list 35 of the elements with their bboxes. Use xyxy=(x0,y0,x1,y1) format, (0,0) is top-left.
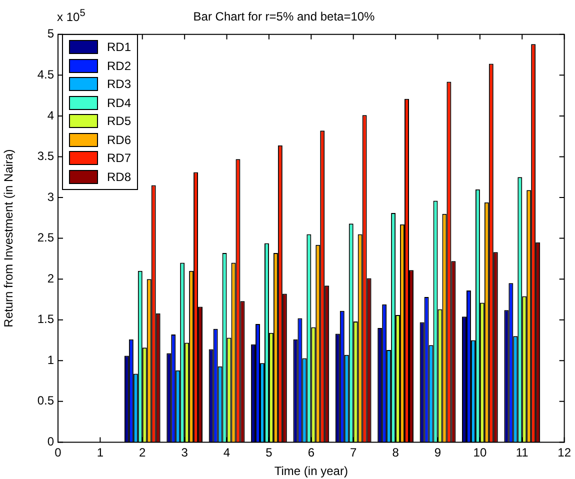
y-tick-label: 0 xyxy=(47,434,54,449)
y-tick-label: 1 xyxy=(47,352,54,367)
legend-label: RD5 xyxy=(107,114,132,128)
legend-label: RD6 xyxy=(107,132,132,147)
x-tick-label: 10 xyxy=(473,446,487,460)
y-tick-label: 3.5 xyxy=(37,149,54,164)
legend-label: RD1 xyxy=(107,40,132,54)
legend-label: RD2 xyxy=(107,58,132,73)
y-tick-label: 2 xyxy=(47,271,54,286)
y-tick-label: 1.5 xyxy=(37,312,54,326)
x-tick-label: 8 xyxy=(392,446,400,460)
x-tick-label: 6 xyxy=(308,446,315,460)
text: x 10$^{5}$ xyxy=(57,8,86,24)
y-tick-label: 4.5 xyxy=(37,67,54,82)
x-tick-label: 11 xyxy=(516,446,529,460)
y-tick-label: 0.5 xyxy=(37,394,54,408)
legend-label: RD3 xyxy=(107,77,132,92)
x-tick-label: 4 xyxy=(223,446,230,460)
y-tick-label: 5 xyxy=(47,26,54,41)
y-tick-label: 2.5 xyxy=(37,230,54,245)
x-axis-title: Time (in year) xyxy=(274,464,348,478)
legend-label: RD4 xyxy=(107,96,132,110)
x-tick-label: 12 xyxy=(558,446,572,460)
legend-label: RD8 xyxy=(107,170,132,184)
x-tick-label: 1 xyxy=(96,446,104,460)
x-tick-label: 3 xyxy=(181,446,188,460)
chart-title: Bar Chart for r=5% and beta=10% xyxy=(193,10,376,24)
legend-label: RD7 xyxy=(107,151,132,166)
x-tick-label: 7 xyxy=(350,446,358,460)
y-axis-title: Return from Investment (in Naira) xyxy=(2,149,16,328)
x-tick-label: 2 xyxy=(139,446,146,460)
x-tick-label: 5 xyxy=(266,446,273,460)
x-tick-label: 9 xyxy=(434,446,442,460)
y-tick-label: 3 xyxy=(47,190,54,204)
y-tick-label: 4 xyxy=(47,108,54,122)
